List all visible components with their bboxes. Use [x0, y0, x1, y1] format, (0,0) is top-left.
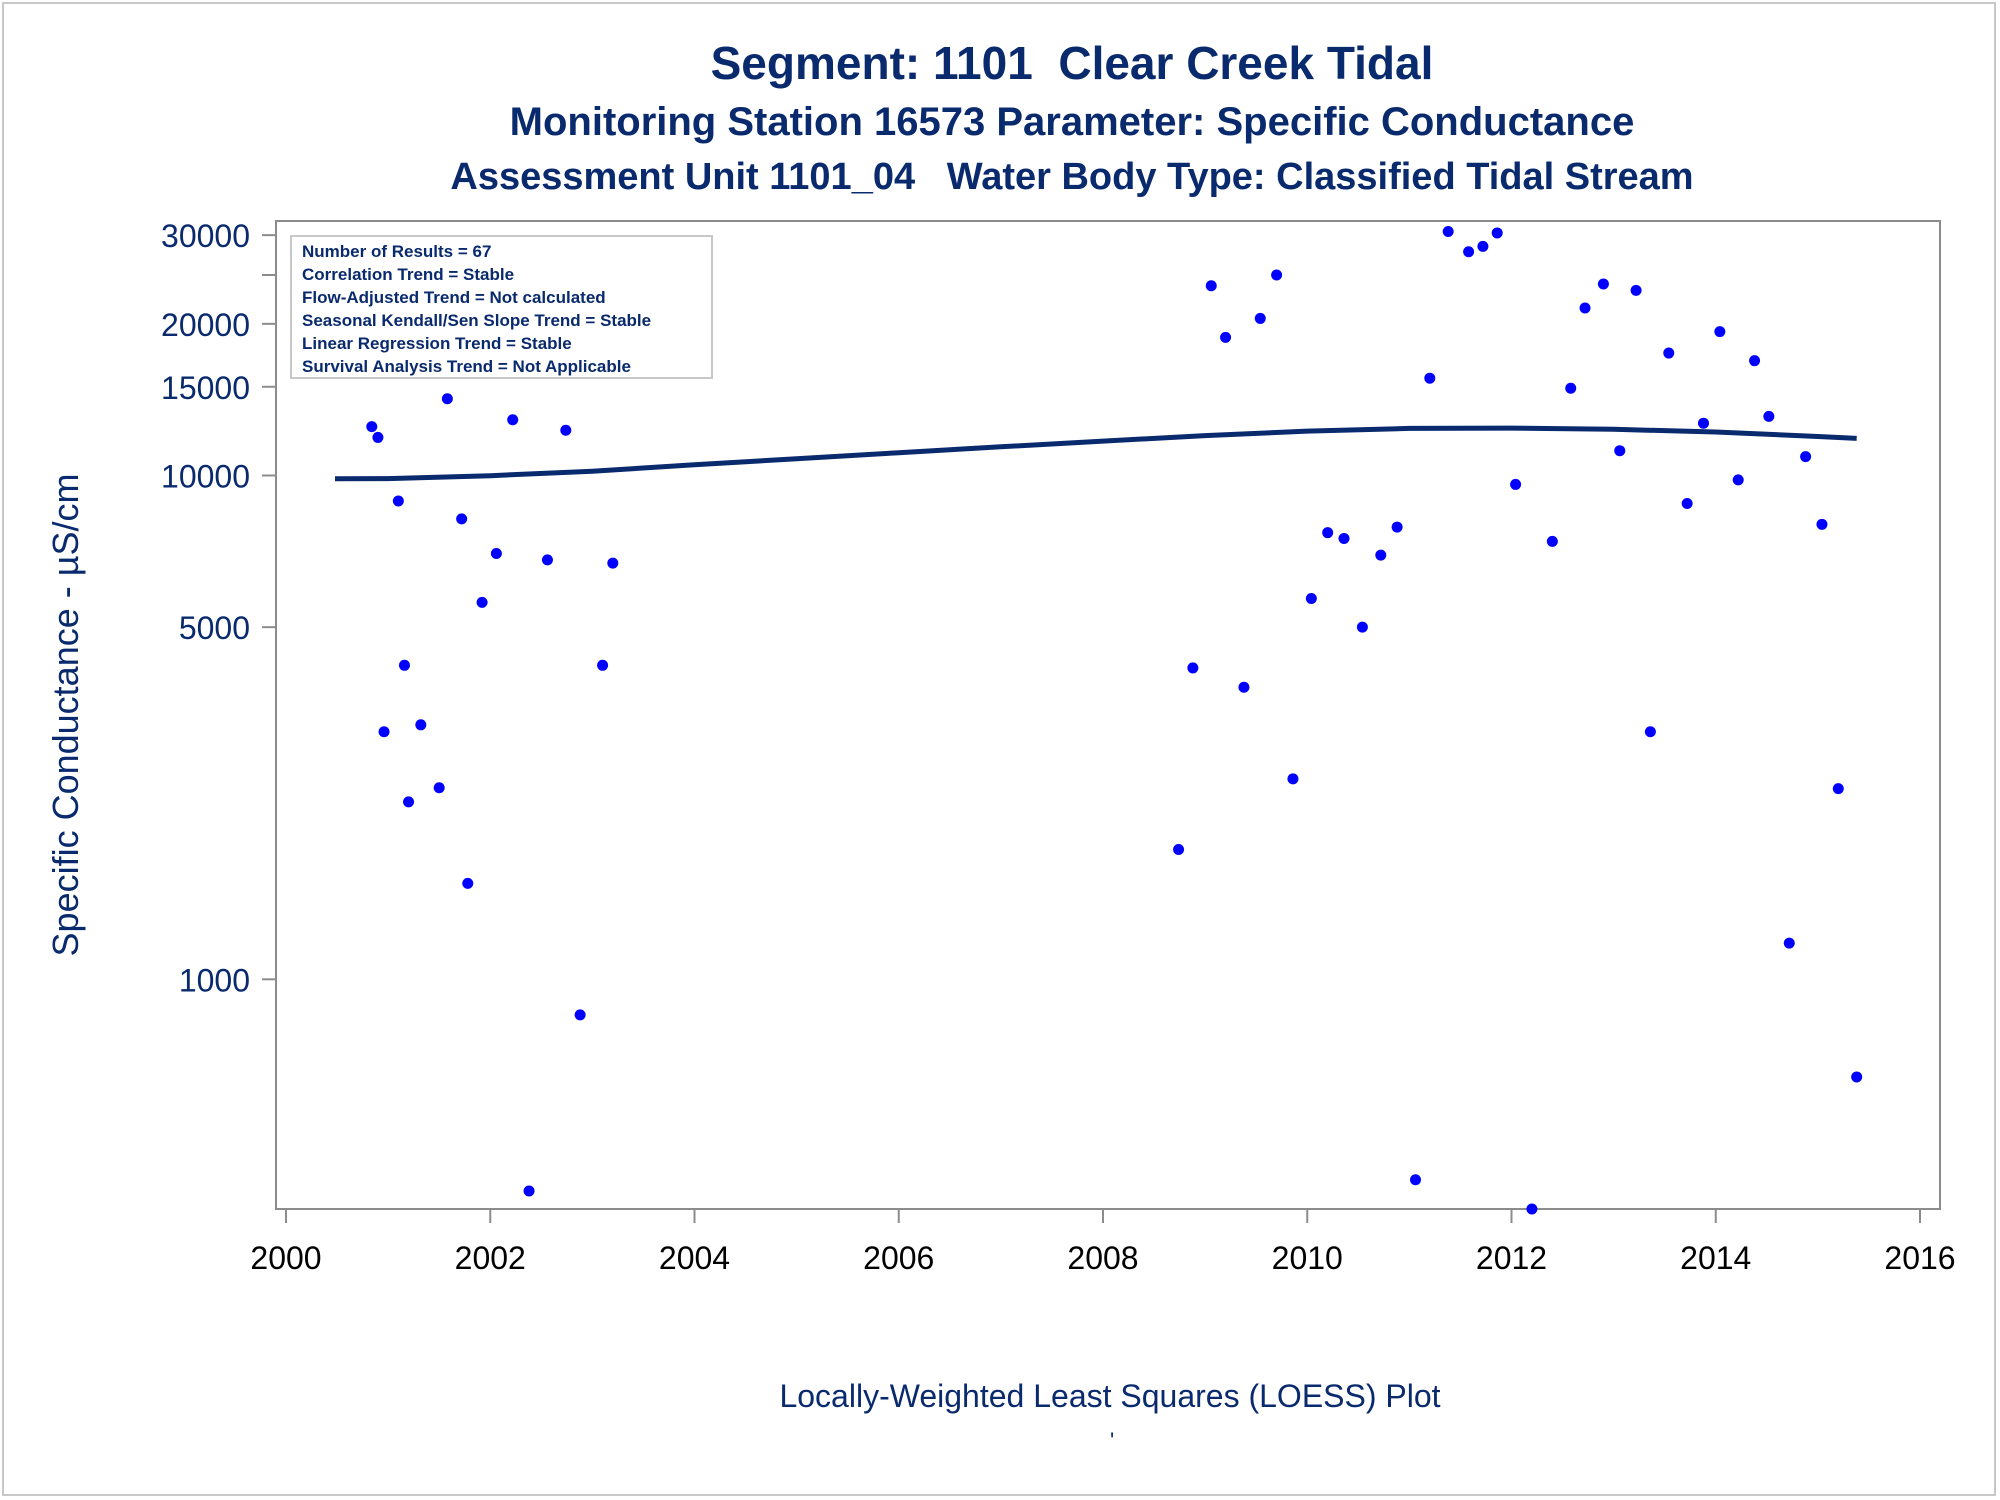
points-layer	[329, 226, 1863, 1215]
data-point	[415, 719, 427, 731]
x-tick-label: 2004	[659, 1240, 730, 1276]
data-point	[1410, 1174, 1422, 1186]
x-tick-label: 2006	[863, 1240, 934, 1276]
stats-line: Number of Results = 67	[302, 242, 491, 261]
data-point	[1463, 246, 1475, 258]
y-tick-label: 30000	[161, 218, 250, 254]
data-point	[1305, 592, 1317, 604]
stats-line: Flow-Adjusted Trend = Not calculated	[302, 288, 606, 307]
x-tick-label: 2014	[1680, 1240, 1751, 1276]
y-tick-label: 15000	[161, 370, 250, 406]
data-point	[507, 414, 519, 426]
chart-subtitle-assessment: Assessment Unit 1101_04 Water Body Type:…	[450, 156, 1694, 198]
data-point	[574, 1009, 586, 1021]
data-point	[1816, 518, 1828, 530]
data-point	[1477, 240, 1489, 252]
loess-layer	[334, 425, 1857, 482]
stats-box-border	[290, 235, 713, 379]
data-point	[1630, 284, 1642, 296]
data-point	[392, 495, 404, 507]
data-point	[541, 554, 553, 566]
footnote-mark: '	[1110, 1428, 1115, 1453]
x-tick-label: 2010	[1272, 1240, 1343, 1276]
stats-line: Correlation Trend = Stable	[302, 265, 514, 284]
footnote: Locally-Weighted Least Squares (LOESS) P…	[779, 1378, 1441, 1414]
data-point	[1546, 535, 1558, 547]
data-point	[1763, 410, 1775, 422]
x-tick-label: 2012	[1476, 1240, 1547, 1276]
y-tick-label: 5000	[179, 610, 250, 646]
data-point	[597, 659, 609, 671]
data-point	[398, 659, 410, 671]
data-point	[1491, 227, 1503, 239]
data-point	[1681, 497, 1693, 509]
data-point	[1271, 269, 1283, 281]
y-axis-label: Specific Conductance - µS/cm	[45, 474, 86, 957]
chart-subtitle-station: Monitoring Station 16573 Parameter: Spec…	[509, 100, 1635, 144]
data-point	[433, 782, 445, 794]
data-point	[1287, 773, 1299, 785]
loess-line	[334, 425, 1857, 482]
x-tick-label: 2008	[1067, 1240, 1138, 1276]
data-point	[1800, 451, 1812, 463]
stats-box: Number of Results = 67 Correlation Trend …	[290, 235, 713, 379]
y-axis: 1000 5000 10000 15000 20000 30000	[161, 218, 276, 998]
data-point	[1714, 326, 1726, 338]
data-point	[1442, 226, 1454, 238]
data-point	[403, 796, 415, 808]
stats-line: Survival Analysis Trend = Not Applicable	[302, 357, 631, 376]
x-axis: 2000 2002 2004 2006 2008 2010 2012 2014 2016	[250, 1209, 1956, 1276]
data-point	[1205, 280, 1217, 292]
y-tick-label: 20000	[161, 307, 250, 343]
stats-line: Linear Regression Trend = Stable	[302, 334, 572, 353]
x-tick-label: 2000	[250, 1240, 321, 1276]
data-point	[462, 877, 474, 889]
data-point	[1187, 662, 1199, 674]
data-point	[1565, 382, 1577, 394]
data-point	[1644, 726, 1656, 738]
data-point	[1614, 445, 1626, 457]
data-point	[1375, 549, 1387, 561]
data-point	[476, 596, 488, 608]
data-point	[607, 557, 619, 569]
data-point	[366, 421, 378, 433]
x-tick-label: 2016	[1884, 1240, 1955, 1276]
y-tick-label: 10000	[161, 458, 250, 494]
data-point	[1510, 478, 1522, 490]
data-point	[1173, 843, 1185, 855]
data-point	[1424, 372, 1436, 384]
stats-line: Seasonal Kendall/Sen Slope Trend = Stabl…	[302, 311, 651, 330]
data-point	[456, 513, 468, 525]
y-tick-label: 1000	[179, 962, 250, 998]
data-point	[1579, 302, 1591, 314]
data-point	[1220, 331, 1232, 343]
chart-title: Segment: 1101 Clear Creek Tidal	[710, 37, 1434, 89]
data-point	[1322, 527, 1334, 539]
data-point	[1356, 621, 1368, 633]
data-point	[441, 393, 453, 405]
data-point	[523, 1185, 535, 1197]
data-point	[1254, 312, 1266, 324]
data-point	[1749, 355, 1761, 367]
data-point	[1526, 1203, 1538, 1215]
data-point	[1597, 278, 1609, 290]
data-point	[1732, 474, 1744, 486]
data-point	[1697, 417, 1709, 429]
data-point	[1391, 521, 1403, 533]
data-point	[1338, 532, 1350, 544]
plot-area	[275, 220, 1941, 1210]
data-point	[1663, 347, 1675, 359]
data-point	[1783, 937, 1795, 949]
data-point	[378, 726, 390, 738]
data-point	[1851, 1071, 1863, 1083]
data-point	[372, 431, 384, 443]
plot-border	[275, 220, 1941, 1210]
data-point	[1832, 783, 1844, 795]
x-tick-label: 2002	[455, 1240, 526, 1276]
data-point	[1238, 681, 1250, 693]
data-point	[490, 548, 502, 560]
data-point	[560, 424, 572, 436]
